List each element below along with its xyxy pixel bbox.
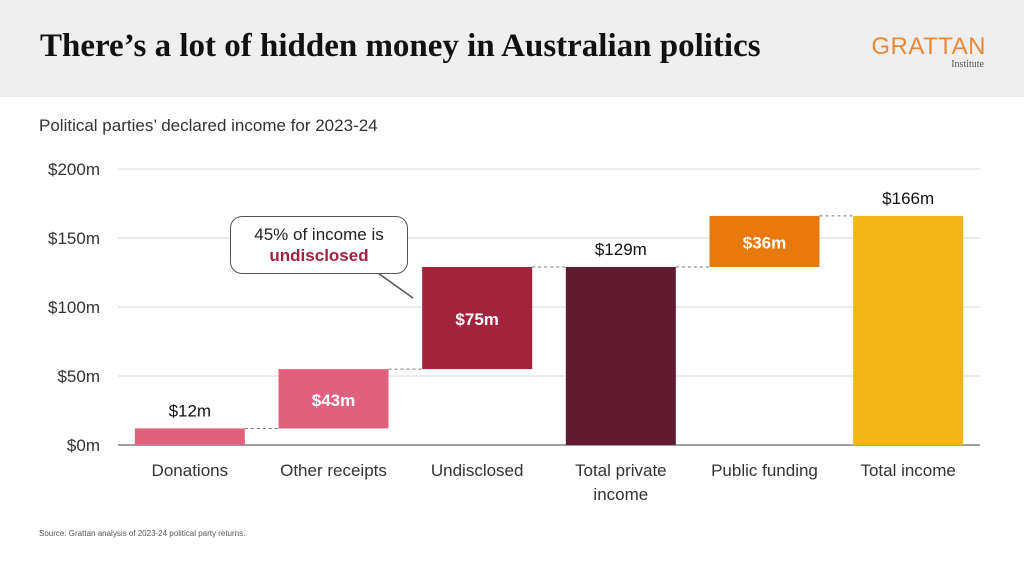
data-label: $43m (312, 391, 355, 410)
data-label: $36m (743, 233, 786, 252)
header-band (0, 0, 1024, 97)
x-category-label: income (593, 485, 648, 504)
callout-pointer (377, 272, 414, 299)
bar (134, 428, 245, 445)
bar (422, 266, 533, 370)
data-label: $129m (595, 240, 647, 259)
chart-subtitle: Political parties’ declared income for 2… (39, 116, 378, 135)
y-tick-label: $150m (48, 229, 100, 248)
source-note: Source: Grattan analysis of 2023-24 poli… (39, 529, 246, 538)
y-tick-label: $0m (67, 436, 100, 455)
bar (565, 266, 676, 445)
logo-wordmark: GRATTAN (871, 33, 986, 60)
callout-text: 45% of income is (254, 225, 384, 244)
x-category-label: Total private (575, 461, 667, 480)
data-label: $166m (882, 189, 934, 208)
grattan-logo: GRATTAN Institute (871, 34, 986, 70)
y-tick-label: $200m (48, 160, 100, 179)
bar (278, 369, 389, 429)
x-category-label: Public funding (711, 461, 818, 480)
callout-emphasis: undisclosed (269, 246, 369, 265)
x-category-label: Undisclosed (431, 461, 524, 480)
bar (853, 215, 964, 445)
y-tick-label: $100m (48, 298, 100, 317)
bar (709, 215, 820, 267)
logo-subtext: Institute (951, 59, 984, 70)
y-tick-label: $50m (57, 367, 100, 386)
page-title: There’s a lot of hidden money in Austral… (40, 28, 761, 64)
x-category-label: Donations (152, 461, 229, 480)
x-category-label: Other receipts (280, 461, 387, 480)
data-label: $75m (455, 310, 498, 329)
x-category-label: Total income (860, 461, 955, 480)
callout-box: 45% of income is undisclosed (230, 216, 408, 274)
data-label: $12m (169, 401, 212, 420)
